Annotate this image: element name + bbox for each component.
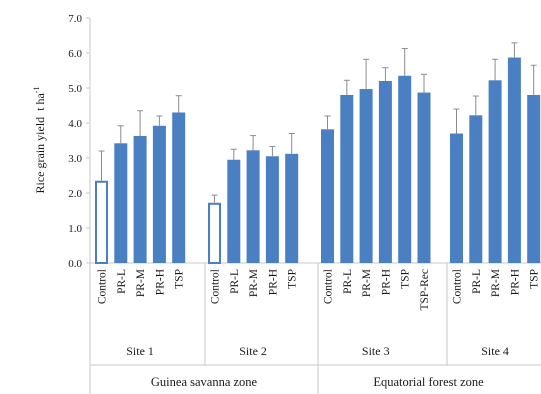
bar (208, 202, 221, 265)
error-bars-layer (98, 42, 537, 203)
bar (227, 159, 241, 263)
category-label: PR-L (342, 269, 354, 294)
category-label: TSP-Rec (419, 269, 431, 311)
category-label: PR-L (116, 269, 128, 294)
zone-label: Equatorial forest zone (373, 375, 484, 389)
bar (285, 153, 299, 263)
category-label: Control (210, 269, 222, 304)
bar (133, 135, 147, 263)
y-tick-label: 2.0 (68, 188, 82, 200)
bar (450, 133, 463, 263)
bar (488, 80, 502, 263)
y-tick-label: 6.0 (68, 48, 82, 60)
y-axis-unit-superscript: -1 (32, 87, 41, 94)
bar (417, 92, 431, 263)
category-label: PR-H (509, 269, 521, 295)
y-tick-label: 3.0 (68, 153, 82, 165)
bar (152, 125, 166, 263)
category-label: PR-H (380, 269, 392, 295)
category-label: TSP (287, 269, 299, 289)
category-label: PR-H (267, 269, 279, 295)
bar (95, 180, 108, 264)
site-label: Site 1 (126, 344, 154, 358)
bar (114, 143, 128, 263)
category-label: PR-M (135, 269, 147, 297)
y-tick-label: 0.0 (68, 258, 82, 270)
bar (172, 112, 186, 263)
category-label: TSP (174, 269, 186, 289)
labels-layer: 0.0 1.0 2.0 3.0 4.0 5.0 6.0 7.0 Control PR-L PR-M P… (68, 13, 540, 389)
bars-layer (95, 57, 541, 265)
bar (527, 95, 541, 263)
bar (340, 95, 354, 263)
bar (265, 156, 279, 263)
y-tick-label: 7.0 (68, 13, 82, 25)
y-tick-label: 4.0 (68, 118, 82, 130)
y-axis-title: Rice grain yieldt ha-1 (32, 87, 47, 194)
category-label: PR-L (229, 269, 241, 294)
category-label: TSP (529, 269, 541, 289)
site-label: Site 3 (362, 344, 390, 358)
category-label: PR-H (154, 269, 166, 295)
site-label: Site 4 (481, 344, 509, 358)
bar (507, 57, 521, 263)
site-label: Site 2 (239, 344, 267, 358)
category-label: Control (452, 269, 464, 304)
bar (359, 89, 373, 263)
category-label: PR-L (471, 269, 483, 294)
category-label: PR-M (361, 269, 373, 297)
bar (469, 115, 483, 263)
bar (378, 81, 392, 263)
y-tick-label: 1.0 (68, 223, 82, 235)
bar (398, 75, 412, 263)
y-tick-label: 5.0 (68, 83, 82, 95)
category-label: PR-M (490, 269, 502, 297)
bar (321, 129, 334, 263)
category-label: TSP (400, 269, 412, 289)
category-label: Control (97, 269, 109, 304)
zone-label: Guinea savanna zone (151, 375, 258, 389)
category-label: Control (323, 269, 335, 304)
bar (246, 150, 260, 263)
category-label: PR-M (248, 269, 260, 297)
